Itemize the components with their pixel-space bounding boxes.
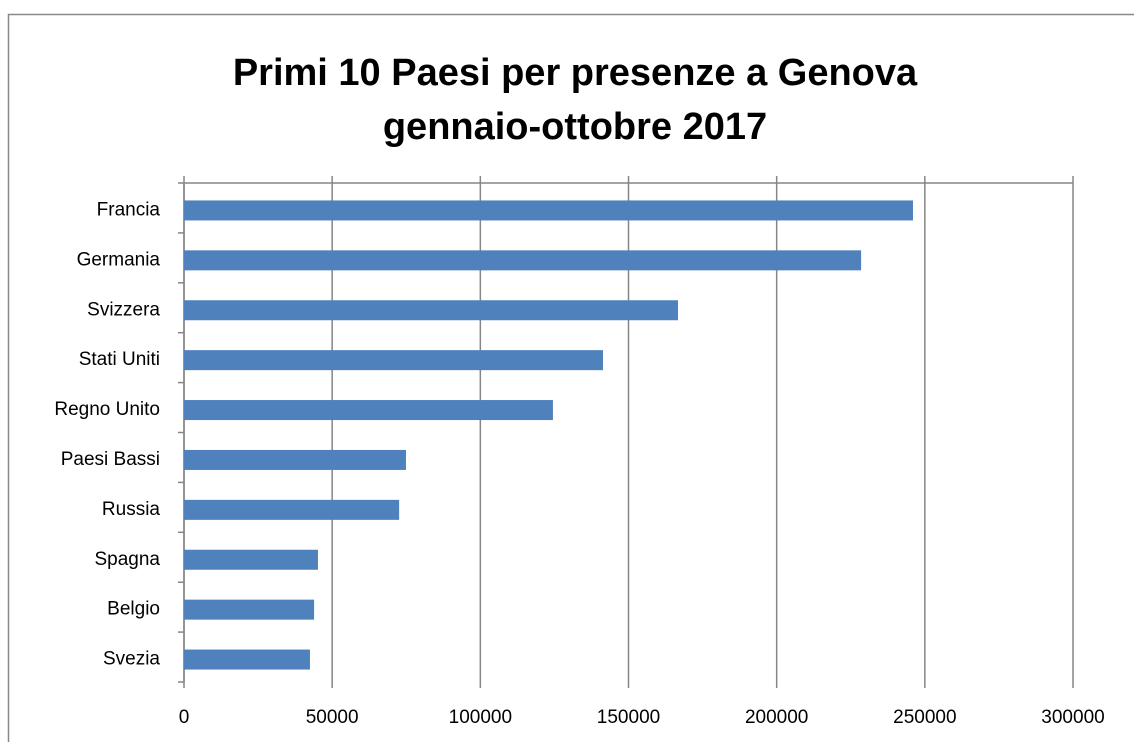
bar bbox=[184, 200, 913, 221]
bar bbox=[184, 300, 678, 321]
y-tick-label: Francia bbox=[97, 199, 161, 220]
bar bbox=[184, 499, 400, 520]
bar bbox=[184, 250, 862, 271]
x-tick-label: 300000 bbox=[1041, 707, 1104, 728]
x-tick-label: 250000 bbox=[893, 707, 956, 728]
x-tick-label: 0 bbox=[179, 707, 190, 728]
bar bbox=[184, 599, 315, 620]
chart-title: Primi 10 Paesi per presenze a Genova bbox=[233, 52, 918, 94]
y-tick-label: Spagna bbox=[94, 549, 160, 570]
x-tick-label: 200000 bbox=[745, 707, 808, 728]
y-tick-label: Paesi Bassi bbox=[61, 449, 160, 470]
bar bbox=[184, 350, 604, 371]
x-tick-label: 150000 bbox=[597, 707, 660, 728]
y-tick-label: Germania bbox=[77, 249, 161, 270]
y-tick-label: Belgio bbox=[107, 599, 160, 620]
chart-subtitle: gennaio-ottobre 2017 bbox=[383, 106, 767, 148]
bar bbox=[184, 400, 553, 421]
bar bbox=[184, 649, 310, 670]
chart-border bbox=[7, 13, 1134, 742]
y-tick-label: Stati Uniti bbox=[79, 349, 160, 370]
x-tick-label: 100000 bbox=[449, 707, 512, 728]
x-tick-label: 50000 bbox=[306, 707, 359, 728]
y-tick-label: Russia bbox=[102, 499, 161, 520]
bar bbox=[184, 549, 318, 570]
y-tick-label: Svezia bbox=[103, 649, 160, 670]
y-tick-label: Regno Unito bbox=[54, 399, 160, 420]
bar bbox=[184, 449, 406, 470]
y-tick-label: Svizzera bbox=[87, 299, 160, 320]
